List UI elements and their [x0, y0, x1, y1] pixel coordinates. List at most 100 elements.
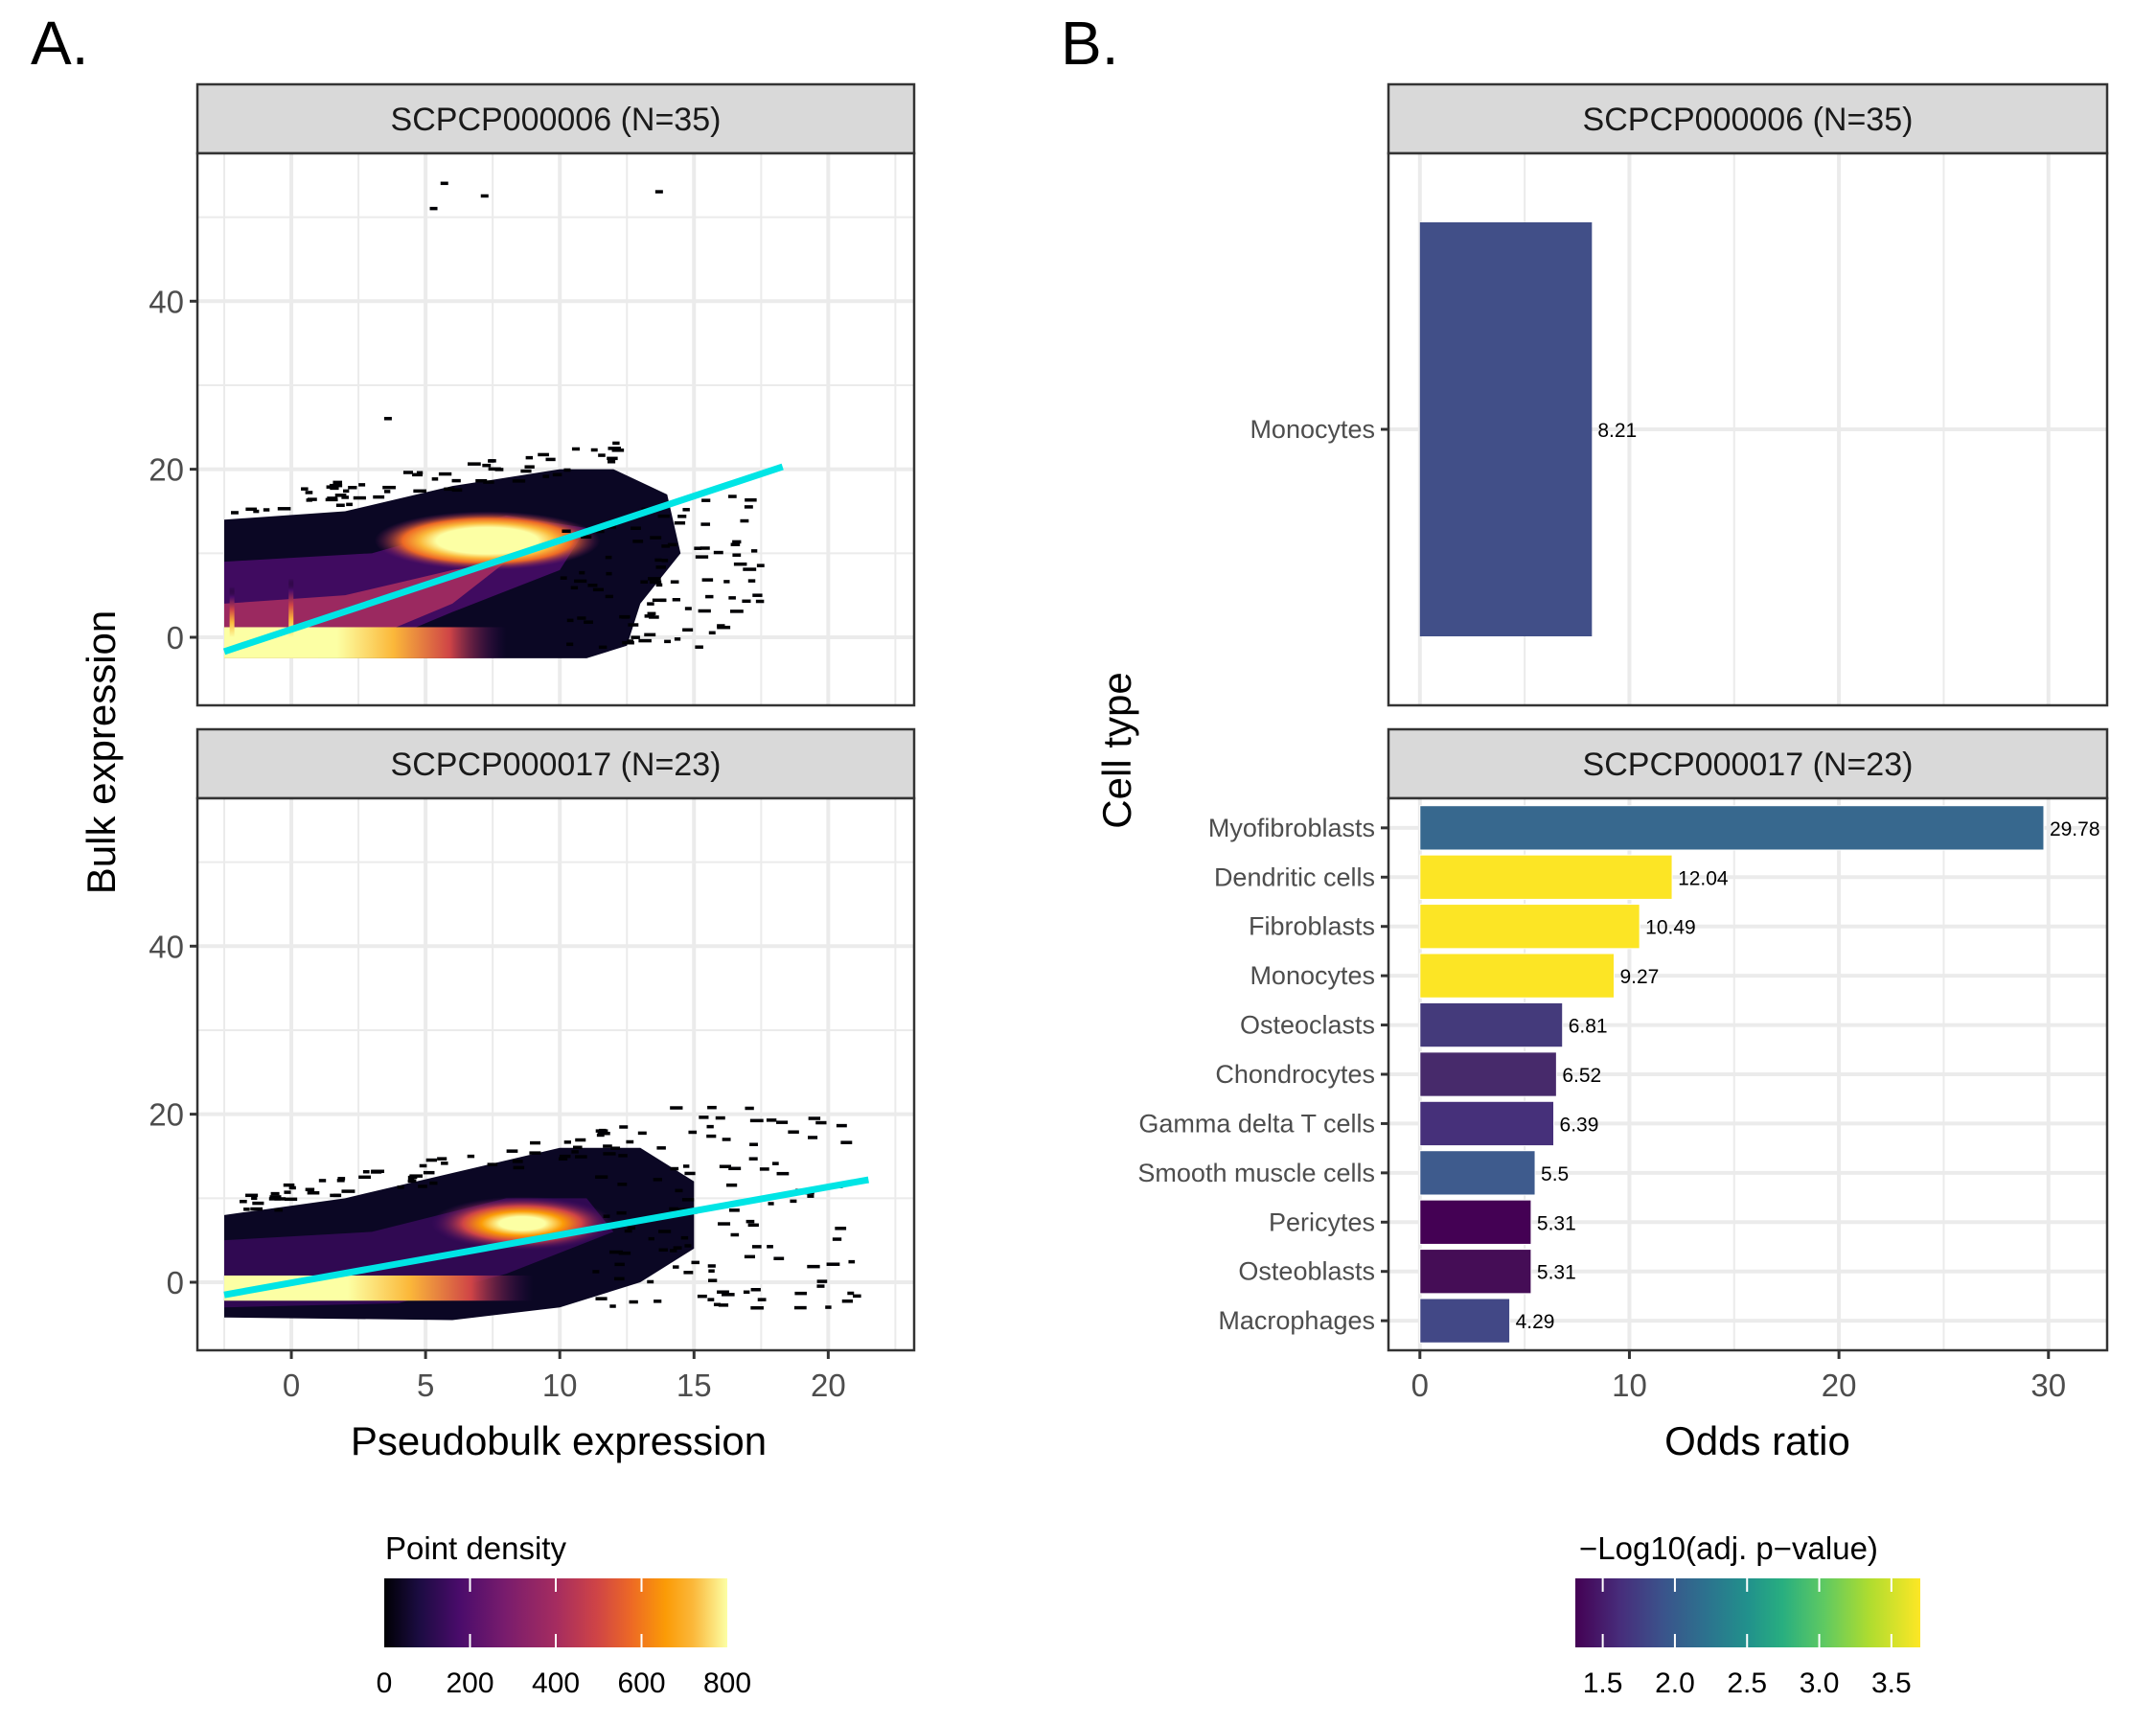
density-sparse-bin — [263, 508, 270, 512]
density-sparse-bin — [672, 598, 680, 602]
category-label: Myofibroblasts — [1208, 814, 1375, 842]
legend-tick-label: 1.5 — [1583, 1668, 1623, 1699]
density-sparse-bin — [670, 1249, 677, 1253]
density-sparse-bin — [384, 490, 391, 494]
density-sparse-bin — [684, 1171, 696, 1176]
density-sparse-bin — [306, 498, 312, 502]
density-sparse-bin — [733, 562, 747, 566]
panel-border — [195, 796, 916, 1352]
legend-tick-label: 800 — [703, 1668, 751, 1699]
density-sparse-bin — [566, 642, 574, 647]
density-sparse-bin — [283, 1183, 295, 1187]
density-sparse-bin — [718, 1222, 731, 1226]
density-sparse-bin — [699, 1116, 709, 1119]
facet-strip — [195, 82, 916, 155]
density-sparse-bin — [840, 1140, 853, 1144]
density-sparse-bin — [592, 1270, 600, 1274]
density-sparse-bin — [675, 1188, 683, 1193]
category-label: Monocytes — [1250, 961, 1375, 990]
bar-smooth-muscle-cells — [1419, 1150, 1536, 1196]
density-sparse-bin — [571, 447, 581, 451]
density-sparse-bin — [756, 564, 765, 567]
density-sparse-bin — [717, 624, 725, 628]
bar-value-label: 8.21 — [1597, 420, 1637, 442]
density-sparse-bin — [706, 1124, 714, 1129]
density-sparse-bin — [740, 518, 749, 523]
x-axis-odds-ratio: 0 10 20 30 — [1411, 1350, 2066, 1403]
density-sparse-bin — [732, 553, 742, 557]
density-sparse-bin — [807, 1194, 814, 1198]
density-sparse-bin — [816, 1279, 828, 1283]
density-sparse-bin — [409, 1174, 424, 1178]
density-sparse-bin — [715, 1116, 725, 1120]
density-sparse-bin — [757, 1298, 767, 1301]
regression-line — [223, 1176, 869, 1299]
density-sparse-bin — [431, 477, 439, 481]
density-sparse-bin — [545, 457, 556, 462]
density-sparse-bin — [325, 497, 338, 502]
density-sparse-bin — [343, 489, 350, 494]
density-sparse-bin — [277, 507, 291, 511]
density-sparse-bin — [670, 1166, 679, 1171]
density-sparse-bin — [719, 1164, 732, 1168]
density-sparse-bin — [468, 462, 481, 466]
bar-value-label: 29.78 — [2050, 818, 2100, 840]
density-sparse-bin — [745, 1106, 754, 1111]
category-label: Osteoclasts — [1240, 1011, 1375, 1040]
bar-monocytes — [1419, 222, 1593, 636]
density-sparse-bin — [581, 535, 592, 540]
density-sparse-bin — [520, 469, 532, 473]
density-sparse-bin — [610, 1146, 621, 1150]
density-sparse-bin — [728, 1166, 742, 1171]
density-sparse-bin — [239, 1199, 247, 1204]
density-sparse-bin — [305, 1187, 315, 1192]
density-sparse-bin — [562, 529, 571, 533]
y-tick-label: 20 — [149, 452, 184, 488]
legend-tick-label: 200 — [446, 1668, 493, 1699]
density-sparse-bin — [673, 1265, 679, 1269]
density-sparse-bin — [793, 1305, 807, 1310]
category-label: Macrophages — [1218, 1306, 1375, 1335]
density-sparse-bin — [729, 1208, 740, 1212]
density-sparse-bin — [680, 1235, 689, 1240]
density-sparse-bin — [728, 596, 736, 600]
density-sparse-bin — [682, 1164, 690, 1168]
legend-tick-label: 3.5 — [1871, 1668, 1912, 1699]
density-sparse-bin — [826, 1262, 840, 1266]
density-sparse-bin — [650, 536, 662, 540]
density-sparse-bin — [669, 1207, 678, 1211]
density-sparse-bin — [603, 1144, 612, 1148]
bar-value-label: 6.52 — [1562, 1065, 1601, 1087]
density-sparse-bin — [674, 520, 686, 525]
y-tick-label: 0 — [167, 1265, 184, 1300]
density-sparse-bin — [853, 1294, 861, 1299]
density-sparse-bin — [707, 1298, 715, 1301]
density-sparse-bin — [707, 1105, 717, 1110]
density-sparse-bin — [560, 576, 567, 580]
x-tick-label: 30 — [2030, 1368, 2066, 1403]
panel-border — [1387, 796, 2109, 1352]
density-sparse-bin — [670, 580, 679, 584]
category-label: Monocytes — [1250, 415, 1375, 444]
density-sparse-bin — [713, 550, 723, 555]
density-sparse-bin — [333, 480, 343, 485]
density-sparse-bin — [552, 472, 562, 477]
facet-strip — [1387, 82, 2109, 155]
density-sparse-bin — [648, 577, 661, 581]
density-sparse-bin — [418, 1184, 427, 1188]
legend-point-density: Point density 0 200 400 600 800 — [377, 1530, 751, 1699]
density-sparse-bin — [752, 593, 763, 597]
density-sparse-bin — [841, 1299, 854, 1303]
density-sparse-bin — [790, 1199, 797, 1204]
density-sparse-bin — [632, 540, 644, 543]
density-spike — [229, 586, 235, 637]
density-sparse-bin — [329, 483, 343, 488]
density-sparse-bin — [467, 1154, 475, 1159]
density-sparse-bin — [747, 579, 756, 583]
density-sparse-bin — [691, 1260, 700, 1265]
density-sparse-bin — [694, 546, 702, 550]
density-sparse-bin — [683, 1271, 694, 1275]
density-sparse-bin — [670, 1106, 683, 1110]
legend-tick-label: 2.0 — [1655, 1668, 1695, 1699]
category-label: Dendritic cells — [1214, 862, 1375, 891]
